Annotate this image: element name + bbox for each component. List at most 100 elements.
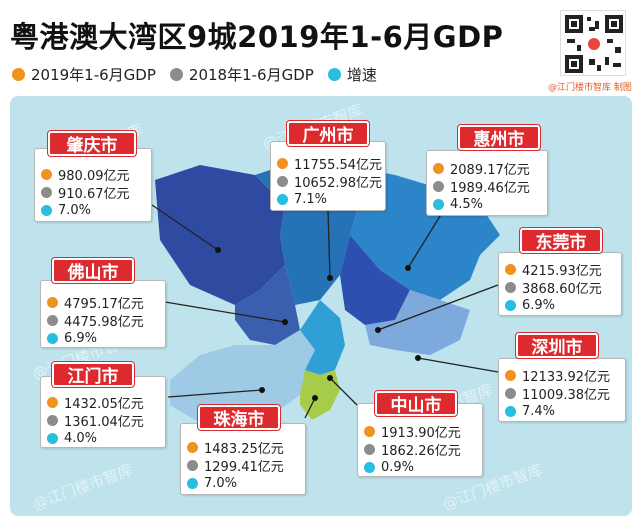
leader-line-zhuhai [304, 397, 316, 419]
gdp-2019-value: 11755.54亿元 [294, 157, 383, 173]
gdp-2018-value: 3868.60亿元 [522, 281, 602, 297]
orange-dot-icon [187, 441, 198, 453]
cyan-dot-icon [277, 193, 288, 205]
orange-dot-icon [41, 168, 52, 180]
gdp-2018-value: 910.67亿元 [58, 186, 130, 202]
city-tag-zhuhai: 珠海市 [198, 405, 280, 430]
city-card-zhaoqing: 980.09亿元 910.67亿元 7.0% [34, 148, 152, 222]
legend: 2019年1-6月GDP 2018年1-6月GDP 增速 [12, 64, 391, 85]
map-point-foshan [282, 319, 288, 325]
gdp-2019-value: 1483.25亿元 [204, 441, 284, 457]
orange-dot-icon [47, 296, 58, 308]
map-point-guangzhou [327, 275, 333, 281]
growth-value: 7.0% [58, 202, 92, 218]
cyan-dot-icon [505, 405, 516, 417]
cyan-dot-icon [433, 198, 444, 210]
gray-dot-icon [505, 281, 516, 293]
gray-dot-icon [187, 459, 198, 471]
gdp-2019-value: 2089.17亿元 [450, 162, 530, 178]
orange-dot-icon [277, 157, 288, 169]
city-card-guangzhou: 11755.54亿元 10652.98亿元 7.1% [270, 141, 386, 211]
gray-dot-icon [433, 180, 444, 192]
leader-line-shenzhen [417, 357, 499, 373]
growth-value: 7.0% [204, 475, 238, 491]
gray-dot-icon [41, 186, 52, 198]
gdp-2019-value: 1432.05亿元 [64, 396, 144, 412]
growth-value: 4.5% [450, 196, 484, 212]
map-region-dongguan [340, 235, 410, 325]
growth-value: 4.0% [64, 430, 98, 446]
leader-line-dongguan [377, 284, 499, 331]
city-card-huizhou: 2089.17亿元 1989.46亿元 4.5% [426, 150, 548, 216]
orange-dot-icon [433, 162, 444, 174]
gdp-2018-value: 10652.98亿元 [294, 175, 383, 191]
legend-item-2019: 2019年1-6月GDP [12, 64, 156, 85]
gdp-2019-value: 12133.92亿元 [522, 369, 611, 385]
growth-value: 7.1% [294, 191, 328, 207]
orange-dot-icon [364, 425, 375, 437]
growth-value: 0.9% [381, 459, 415, 475]
map-point-huizhou [405, 265, 411, 271]
gray-dot-icon [47, 414, 58, 426]
city-tag-huizhou: 惠州市 [458, 125, 540, 150]
city-tag-zhongshan: 中山市 [375, 391, 457, 416]
orange-dot-icon [12, 68, 25, 81]
cyan-dot-icon [187, 477, 198, 489]
gdp-2019-value: 4795.17亿元 [64, 296, 144, 312]
growth-value: 6.9% [522, 297, 556, 313]
map-region-zhaoqing [155, 165, 285, 305]
map-region-zhuhai [300, 370, 340, 420]
cyan-dot-icon [364, 461, 375, 473]
orange-dot-icon [505, 263, 516, 275]
cyan-dot-icon [505, 299, 516, 311]
cyan-dot-icon [47, 332, 58, 344]
credit-label: @江门楼市智库 制图 [548, 83, 632, 93]
map-point-dongguan [375, 327, 381, 333]
gray-dot-icon [169, 68, 183, 81]
gdp-2019-value: 980.09亿元 [58, 168, 130, 184]
city-tag-dongguan: 东莞市 [520, 228, 602, 253]
city-card-jiangmen: 1432.05亿元 1361.04亿元 4.0% [40, 376, 166, 448]
cyan-dot-icon [327, 68, 341, 81]
legend-label: 增速 [346, 66, 377, 84]
legend-item-growth: 增速 [327, 64, 377, 85]
gray-dot-icon [364, 443, 375, 455]
map-point-zhongshan [327, 375, 333, 381]
gdp-2019-value: 4215.93亿元 [522, 263, 602, 279]
city-tag-foshan: 佛山市 [52, 258, 134, 283]
gdp-2019-value: 1913.90亿元 [381, 425, 461, 441]
cyan-dot-icon [41, 204, 52, 216]
leader-line-zhaoqing [151, 204, 219, 251]
city-tag-zhaoqing: 肇庆市 [48, 131, 136, 156]
city-tag-shenzhen: 深圳市 [516, 333, 598, 358]
leader-line-zhongshan [329, 377, 358, 406]
qr-code [560, 10, 626, 76]
orange-dot-icon [47, 396, 58, 408]
gdp-2018-value: 1299.41亿元 [204, 459, 284, 475]
map-point-zhaoqing [215, 247, 221, 253]
growth-value: 7.4% [522, 403, 556, 419]
city-card-zhuhai: 1483.25亿元 1299.41亿元 7.0% [180, 423, 306, 495]
map-point-jiangmen [259, 387, 265, 393]
gdp-2018-value: 1361.04亿元 [64, 414, 144, 430]
gray-dot-icon [47, 314, 58, 326]
page-title: 粤港澳大湾区9城2019年1-6月GDP [10, 20, 504, 54]
city-tag-jiangmen: 江门市 [52, 362, 134, 387]
city-card-foshan: 4795.17亿元 4475.98亿元 6.9% [40, 280, 166, 348]
legend-label: 2018年1-6月GDP [188, 66, 314, 84]
legend-label: 2019年1-6月GDP [31, 66, 156, 84]
city-card-shenzhen: 12133.92亿元 11009.38亿元 7.4% [498, 358, 626, 422]
brand-logo-icon [586, 36, 602, 52]
map-point-zhuhai [312, 395, 318, 401]
gray-dot-icon [505, 387, 516, 399]
map-point-shenzhen [415, 355, 421, 361]
orange-dot-icon [505, 369, 516, 381]
legend-item-2018: 2018年1-6月GDP [169, 64, 314, 85]
leader-line-guangzhou [327, 209, 331, 279]
gray-dot-icon [277, 175, 288, 187]
map-region-foshan [235, 265, 300, 345]
map-region-shenzhen [365, 290, 470, 355]
city-card-dongguan: 4215.93亿元 3868.60亿元 6.9% [498, 252, 622, 316]
city-tag-guangzhou: 广州市 [287, 121, 369, 146]
leader-line-huizhou [407, 207, 446, 269]
